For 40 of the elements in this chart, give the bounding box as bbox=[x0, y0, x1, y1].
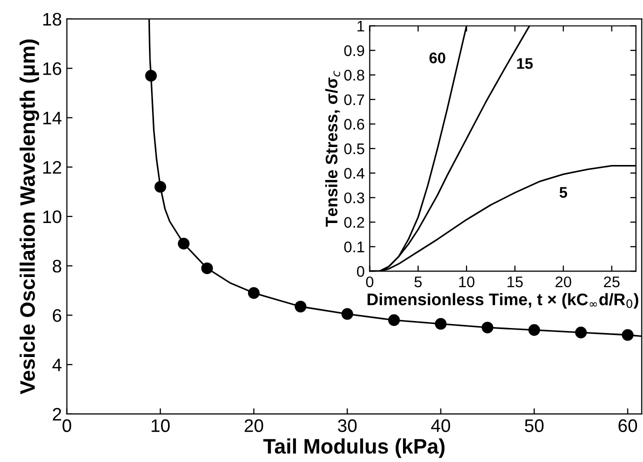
y-tick-label: 2 bbox=[52, 408, 62, 420]
y-tick-label: 0.5 bbox=[344, 143, 364, 154]
series-label: 5 bbox=[560, 187, 568, 198]
x-tick-label: 5 bbox=[414, 276, 422, 288]
y-tick-label: 8 bbox=[52, 260, 62, 273]
x-axis-title: Tail Modulus (kPa) bbox=[263, 438, 445, 458]
y-tick-label: 10 bbox=[43, 210, 62, 224]
y-tick-label: 16 bbox=[43, 62, 62, 76]
y-tick-label: 0.7 bbox=[344, 94, 364, 106]
y-tick-label: 0.8 bbox=[344, 70, 364, 81]
y-tick-label: 0 bbox=[356, 266, 364, 277]
y-tick-label: 1 bbox=[358, 20, 364, 32]
series-label: 60 bbox=[429, 52, 446, 64]
x-tick-label: 20 bbox=[556, 276, 572, 288]
x-tick-label: 50 bbox=[524, 419, 544, 432]
y-tick-label: 4 bbox=[52, 358, 62, 372]
y-tick-label: 0.3 bbox=[344, 192, 364, 204]
x-tick-label: 15 bbox=[508, 276, 523, 288]
y-tick-label: 0.1 bbox=[344, 242, 364, 252]
y-tick-label: 0.2 bbox=[344, 216, 364, 228]
y-tick-label: 0.6 bbox=[344, 118, 364, 130]
y-tick-label: 0.4 bbox=[344, 168, 364, 179]
y-tick-label: 6 bbox=[52, 309, 62, 322]
x-tick-label: 60 bbox=[618, 419, 638, 432]
x-tick-label: 10 bbox=[459, 276, 474, 288]
y-axis-title: Tensile Stress, σ/σ$_{c}$ bbox=[325, 70, 340, 227]
x-tick-label: 25 bbox=[604, 276, 620, 288]
x-tick-label: 20 bbox=[244, 419, 264, 432]
x-tick-label: 0 bbox=[62, 419, 72, 432]
x-tick-label: 0 bbox=[366, 276, 374, 288]
y-tick-label: 0.9 bbox=[344, 45, 364, 56]
y-tick-label: 18 bbox=[43, 12, 62, 26]
y-tick-label: 12 bbox=[43, 161, 62, 174]
x-tick-label: 30 bbox=[338, 419, 357, 432]
y-axis-title: Vesicle Oscillation Wavelength (μm) bbox=[20, 40, 40, 394]
x-tick-label: 10 bbox=[152, 419, 170, 432]
x-tick-label: 40 bbox=[431, 419, 450, 432]
x-axis-title: Dimensionless Time, t × (kC$_{∞}$d/R$_{0}$) bbox=[368, 293, 638, 309]
series-label: 15 bbox=[517, 58, 533, 69]
y-tick-label: 14 bbox=[43, 112, 62, 124]
